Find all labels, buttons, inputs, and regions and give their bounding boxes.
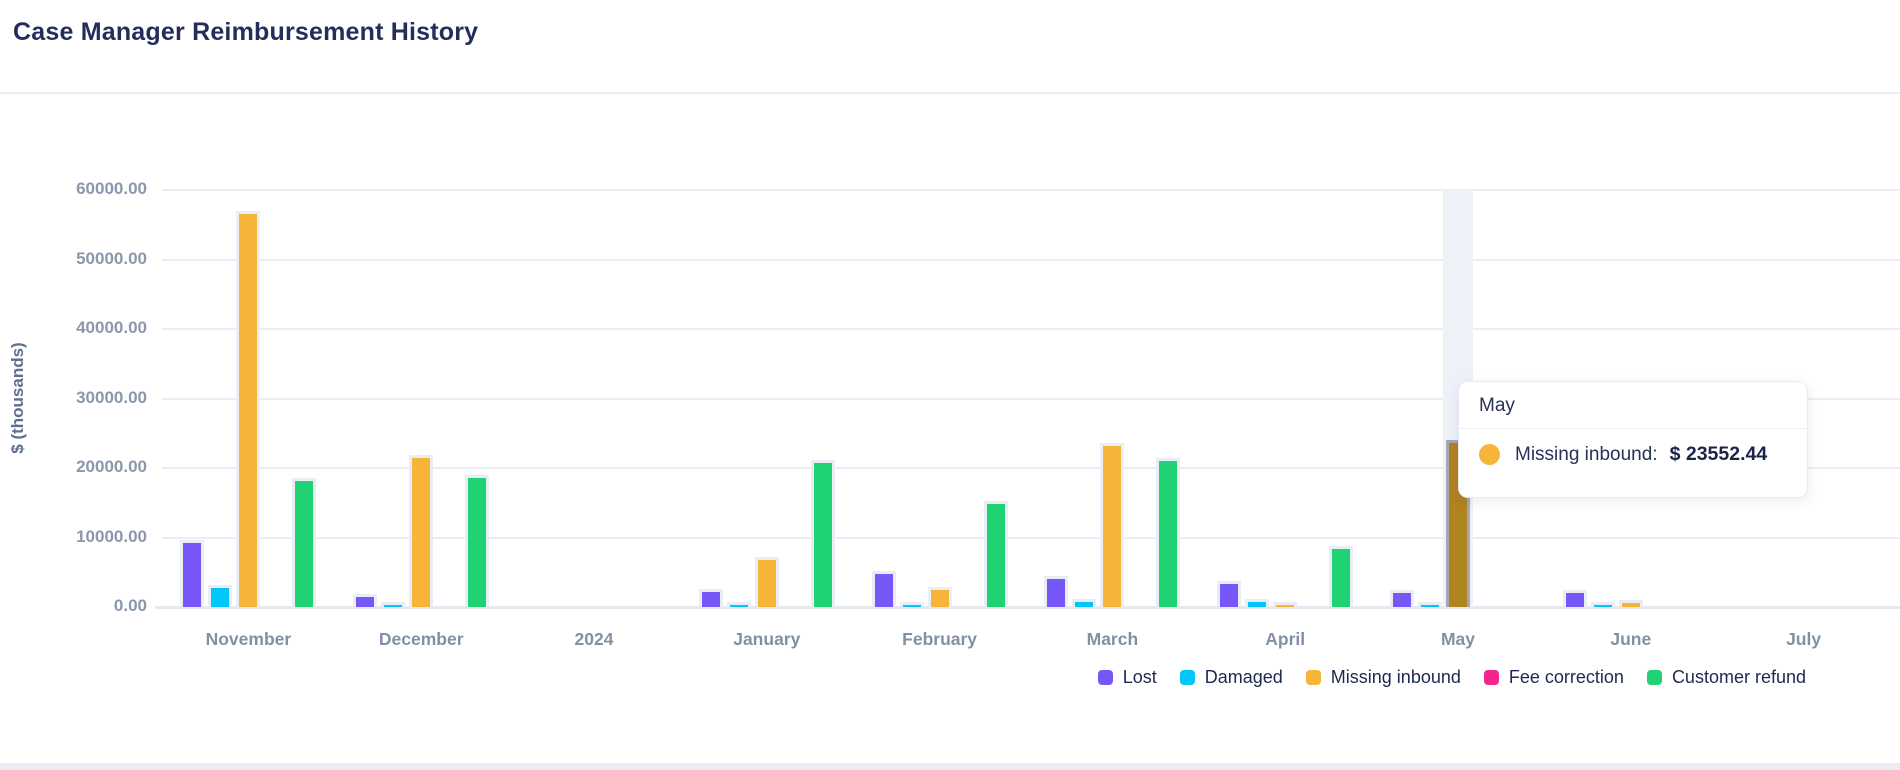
legend-swatch-damaged-icon xyxy=(1179,670,1195,685)
chart-legend: Lost Damaged Missing inbound Fee correction… xyxy=(1097,667,1806,688)
x-tick-label-january: January xyxy=(733,629,801,649)
x-tick-label-december: December xyxy=(378,629,464,649)
bar-damaged-march[interactable] xyxy=(1072,599,1097,607)
bar-missing-inbound-november[interactable] xyxy=(236,211,261,607)
legend-label: Fee correction xyxy=(1508,667,1624,687)
x-tick-label-may: May xyxy=(1440,629,1476,649)
legend-item-customer-refund[interactable]: Customer refund xyxy=(1646,667,1806,688)
bar-customer-refund-november[interactable] xyxy=(292,478,317,607)
bar-lost-may[interactable] xyxy=(1390,590,1414,607)
y-tick-label: 10000.00 xyxy=(76,526,147,546)
x-tick-label-july: July xyxy=(1786,629,1822,649)
bar-damaged-january[interactable] xyxy=(726,602,751,607)
legend-label: Customer refund xyxy=(1671,667,1806,687)
bar-missing-inbound-february[interactable] xyxy=(927,587,952,607)
series-dot-icon xyxy=(1479,444,1500,465)
gridline xyxy=(162,536,1900,539)
bar-lost-march[interactable] xyxy=(1044,575,1069,607)
y-tick-label: 60000.00 xyxy=(76,179,147,198)
legend-label: Damaged xyxy=(1204,667,1283,687)
bar-missing-inbound-april[interactable] xyxy=(1273,602,1298,607)
bar-customer-refund-march[interactable] xyxy=(1156,458,1181,607)
gridline xyxy=(162,328,1900,330)
bar-damaged-november[interactable] xyxy=(208,584,233,607)
bar-damaged-june[interactable] xyxy=(1590,602,1615,607)
x-tick-label-march: March xyxy=(1086,629,1139,649)
y-tick-label: 40000.00 xyxy=(76,318,147,337)
legend-swatch-customer-refund-icon xyxy=(1646,670,1662,685)
bar-damaged-may[interactable] xyxy=(1418,602,1442,607)
tooltip-row: Missing inbound: $ 23552.44 xyxy=(1459,429,1807,466)
x-tick-label-june: June xyxy=(1610,629,1652,649)
tooltip-divider xyxy=(1459,428,1807,429)
legend-item-fee-correction[interactable]: Fee correction xyxy=(1483,667,1624,688)
legend-swatch-lost-icon xyxy=(1097,670,1113,685)
bar-damaged-april[interactable] xyxy=(1245,599,1270,607)
gridline xyxy=(155,606,1900,609)
tooltip-series-value: $ 23552.44 xyxy=(1669,443,1768,465)
bar-damaged-december[interactable] xyxy=(381,602,406,607)
y-tick-label: 50000.00 xyxy=(76,248,147,268)
bar-lost-april[interactable] xyxy=(1217,581,1242,607)
bar-damaged-february[interactable] xyxy=(899,602,924,607)
legend-label: Missing inbound xyxy=(1330,667,1461,687)
bar-lost-february[interactable] xyxy=(871,571,896,607)
bar-lost-june[interactable] xyxy=(1562,590,1587,607)
legend-item-missing-inbound[interactable]: Missing inbound xyxy=(1305,667,1461,688)
legend-item-damaged[interactable]: Damaged xyxy=(1179,667,1283,688)
x-tick-label-february: February xyxy=(902,629,978,649)
bar-missing-inbound-june[interactable] xyxy=(1618,599,1643,607)
gridline xyxy=(162,467,1900,469)
bar-missing-inbound-december[interactable] xyxy=(409,455,434,607)
bar-missing-inbound-january[interactable] xyxy=(754,557,779,607)
gridline xyxy=(162,258,1900,261)
tooltip-series-label: Missing inbound: xyxy=(1515,443,1658,465)
tooltip-title: May xyxy=(1479,395,1515,416)
y-tick-label: 20000.00 xyxy=(76,457,147,476)
legend-swatch-missing-inbound-icon xyxy=(1305,670,1321,685)
legend-swatch-fee-correction-icon xyxy=(1483,670,1499,685)
x-tick-label-april: April xyxy=(1265,629,1306,649)
y-tick-label: 0.00 xyxy=(113,596,147,615)
bottom-section-edge xyxy=(0,763,1900,770)
chart-tooltip: May Missing inbound: $ 23552.44 xyxy=(1458,381,1808,498)
legend-label: Lost xyxy=(1122,667,1157,687)
x-tick-label-2024: 2024 xyxy=(574,629,614,649)
bar-lost-december[interactable] xyxy=(353,594,378,607)
gridline xyxy=(162,397,1900,400)
header-divider xyxy=(0,92,1900,94)
gridline xyxy=(162,189,1900,191)
bar-customer-refund-february[interactable] xyxy=(983,501,1008,607)
y-axis-title: $ (thousands) xyxy=(8,342,27,454)
legend-item-lost[interactable]: Lost xyxy=(1097,667,1157,688)
y-tick-label: 30000.00 xyxy=(76,387,147,407)
bar-customer-refund-april[interactable] xyxy=(1329,546,1354,607)
x-tick-label-november: November xyxy=(205,629,292,649)
bar-customer-refund-january[interactable] xyxy=(810,460,835,607)
page-title: Case Manager Reimbursement History xyxy=(13,18,479,46)
bar-customer-refund-december[interactable] xyxy=(465,474,490,607)
bar-lost-november[interactable] xyxy=(180,540,205,607)
bar-lost-january[interactable] xyxy=(698,588,723,607)
bar-missing-inbound-march[interactable] xyxy=(1100,442,1125,607)
